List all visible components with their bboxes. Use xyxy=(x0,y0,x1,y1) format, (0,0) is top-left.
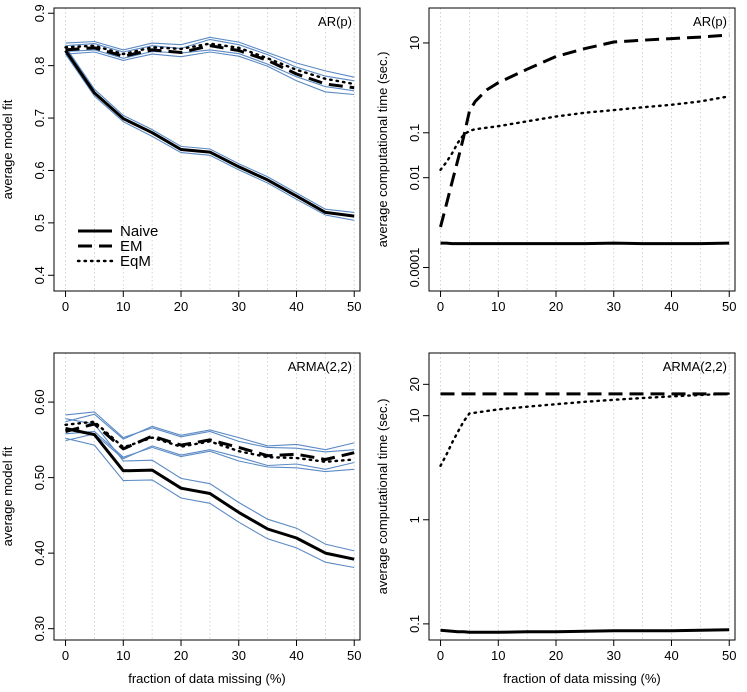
series-line-naive xyxy=(440,628,730,634)
panel-top-left: 0 10 20 30 40 50 0.4 0.5 0.6 0.7 0.8 0.9 average mod… xyxy=(0,4,361,314)
x-tick-label: 0 xyxy=(62,299,69,314)
panel-title: AR(p) xyxy=(318,14,352,29)
series-line-naive xyxy=(64,49,355,218)
y-tick-label: 0.60 xyxy=(32,389,47,414)
legend-label-em: EM xyxy=(120,238,143,255)
y-tick-label: 0.9 xyxy=(32,4,47,22)
y-tick-label: 0.01 xyxy=(407,165,422,190)
y-tick-label: 0.40 xyxy=(32,540,47,565)
panel-title: AR(p) xyxy=(693,14,727,29)
x-tick-label: 40 xyxy=(289,648,303,663)
ci-band-naive xyxy=(65,53,355,221)
ci-band-naive xyxy=(65,437,355,569)
x-tick-label: 30 xyxy=(232,648,246,663)
ci-band-em xyxy=(65,413,355,451)
series-line-eqm xyxy=(64,42,356,86)
ci-band-eqm xyxy=(65,49,355,92)
ci-band-eqm xyxy=(65,36,355,78)
x-tick-label: 10 xyxy=(116,648,130,663)
x-tick-label: 10 xyxy=(491,299,505,314)
x-tick-label: 10 xyxy=(491,648,505,663)
series-line-em xyxy=(65,422,355,461)
y-tick-label: 0.7 xyxy=(32,109,47,127)
y-tick-label: 20 xyxy=(407,377,422,391)
y-tick-label: 0.30 xyxy=(32,616,47,641)
x-tick-label: 20 xyxy=(549,299,563,314)
x-axis-label: fraction of data missing (%) xyxy=(128,671,286,686)
x-tick-label: 30 xyxy=(232,299,246,314)
x-axis-label: fraction of data missing (%) xyxy=(503,671,661,686)
panel-title: ARMA(2,2) xyxy=(663,359,727,374)
plot-frame xyxy=(53,352,361,641)
ci-band-eqm xyxy=(65,430,355,473)
y-axis-label: average model fit xyxy=(0,446,15,546)
x-tick-label: 0 xyxy=(437,299,444,314)
ci-band-em xyxy=(65,38,355,82)
plot-frame xyxy=(428,7,736,292)
y-tick-label: 0.1 xyxy=(407,615,422,633)
series-line-eqm xyxy=(439,95,731,172)
y-tick-label: 0.1 xyxy=(407,124,422,142)
x-tick-label: 0 xyxy=(437,648,444,663)
ci-band-naive xyxy=(65,46,355,213)
panel-bottom-left: 0 10 20 30 40 50 0.30 0.40 0.50 0.60 average model… xyxy=(0,352,361,686)
series-line-naive xyxy=(440,241,730,246)
plot-frame xyxy=(53,7,361,292)
y-axis-label: average model fit xyxy=(0,99,15,199)
y-tick-label: 0.4 xyxy=(32,266,47,284)
legend-label-naive: Naive xyxy=(120,223,158,240)
plot-frame xyxy=(428,352,736,641)
y-tick-label: 10 xyxy=(407,408,422,422)
series-line-em xyxy=(65,44,355,90)
x-tick-label: 20 xyxy=(174,299,188,314)
ci-band-em xyxy=(65,51,355,96)
ci-band-em xyxy=(65,433,355,470)
ci-band-eqm xyxy=(65,411,355,453)
y-tick-label: 0.0001 xyxy=(407,248,422,288)
series-line-eqm xyxy=(439,392,731,467)
y-tick-label: 0.5 xyxy=(32,214,47,232)
y-tick-label: 0.6 xyxy=(32,161,47,179)
series-line-naive xyxy=(65,427,355,561)
panel-title: ARMA(2,2) xyxy=(288,359,352,374)
x-tick-label: 20 xyxy=(174,648,188,663)
x-tick-label: 50 xyxy=(722,648,736,663)
y-axis-label: average computational time (sec.) xyxy=(375,399,390,595)
x-tick-label: 50 xyxy=(722,299,736,314)
x-tick-label: 30 xyxy=(607,299,621,314)
panel-bottom-right: 0 10 20 30 40 50 0.1 1 10 20 average computational… xyxy=(375,352,736,686)
x-tick-label: 10 xyxy=(116,299,130,314)
y-axis-label: average computational time (sec.) xyxy=(375,52,390,248)
y-tick-label: 0.50 xyxy=(32,465,47,490)
y-tick-label: 10 xyxy=(407,36,422,50)
x-tick-label: 40 xyxy=(664,648,678,663)
panel-top-right: 0 10 20 30 40 50 0.0001 0.01 0.1 10 average comput… xyxy=(375,7,736,314)
series-line-em xyxy=(439,33,730,228)
series-line-eqm xyxy=(64,420,356,463)
x-tick-label: 0 xyxy=(62,648,69,663)
legend-label-eqm: EqM xyxy=(120,253,151,270)
x-tick-label: 20 xyxy=(549,648,563,663)
y-tick-label: 0.8 xyxy=(32,57,47,75)
y-tick-label: 1 xyxy=(407,516,422,523)
x-tick-label: 50 xyxy=(347,648,361,663)
x-tick-label: 40 xyxy=(664,299,678,314)
x-tick-label: 40 xyxy=(289,299,303,314)
x-tick-label: 50 xyxy=(347,299,361,314)
x-tick-label: 30 xyxy=(607,648,621,663)
